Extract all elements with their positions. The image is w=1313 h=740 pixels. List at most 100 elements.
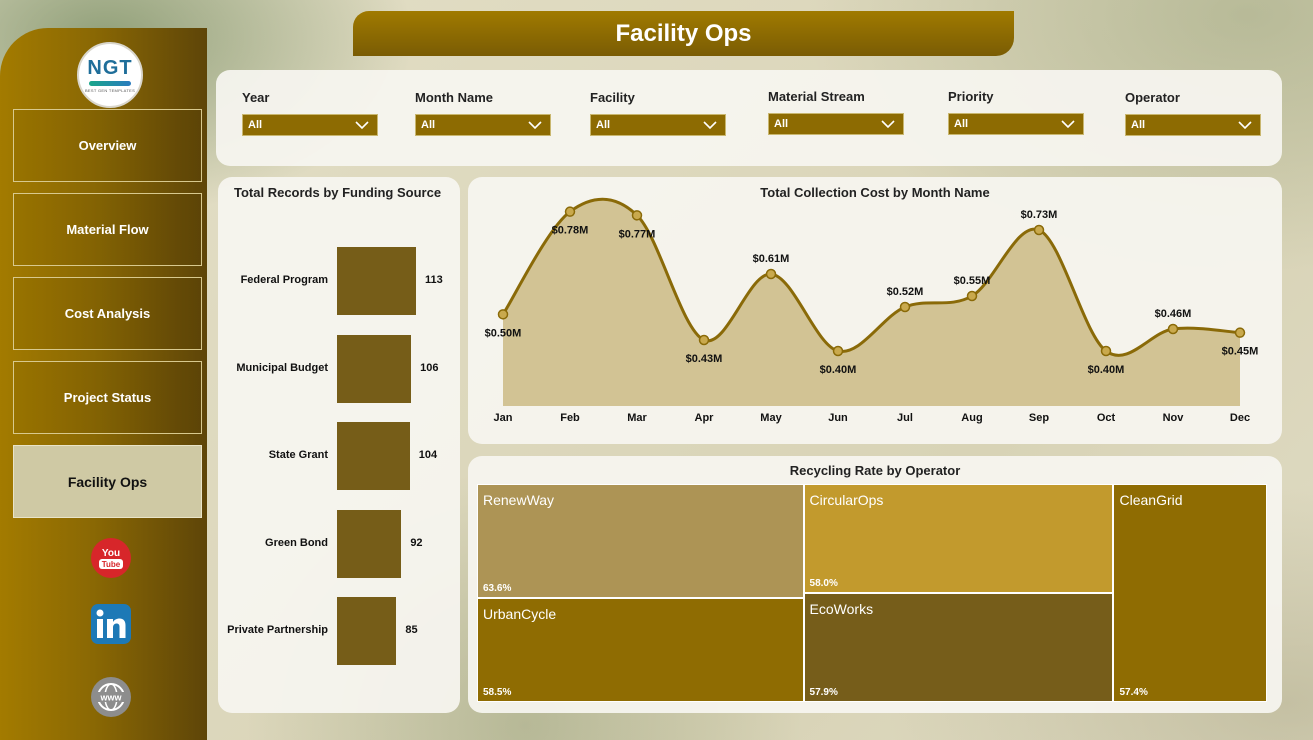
operator-filter: Operator All [1125,90,1261,136]
data-label: $0.40M [1088,364,1125,376]
x-tick-label: Feb [560,412,580,424]
data-point[interactable] [631,210,643,221]
nav-material-flow-button[interactable]: Material Flow [13,193,202,266]
chevron-down-icon [1061,119,1075,128]
dropdown-value: All [774,118,789,130]
nav-label: Facility Ops [67,473,148,490]
facility-dropdown[interactable]: All [590,114,726,136]
bar-category-label: State Grant [268,449,328,461]
logo: NGT BEST GEN TEMPLATES [77,42,143,108]
material-stream-dropdown[interactable]: All [768,113,904,135]
x-tick-label: Jan [494,412,513,424]
filters-panel: Year All Month Name All Facility All Mat… [216,70,1282,166]
chevron-down-icon [1238,120,1252,129]
bar[interactable] [337,422,410,490]
data-point[interactable] [1234,327,1246,338]
chart-title: Recycling Rate by Operator [789,463,961,478]
data-label: $0.45M [1222,346,1259,358]
year-dropdown[interactable]: All [242,114,378,136]
bar-value-label: 92 [410,536,423,549]
data-point[interactable] [497,309,509,320]
data-point[interactable] [564,206,576,217]
nav-cost-analysis-button[interactable]: Cost Analysis [13,277,202,350]
x-tick-label: Nov [1163,412,1185,424]
nav-label: Material Flow [66,222,149,237]
nav-project-status-button[interactable]: Project Status [13,361,202,434]
data-label: $0.77M [619,228,656,240]
data-label: $0.73M [1021,209,1058,221]
x-tick-label: Mar [627,412,647,424]
bar[interactable] [337,247,416,315]
tile-name: EcoWorks [809,601,874,618]
dropdown-value: All [421,119,436,131]
nav-overview-button[interactable]: Overview [13,109,202,182]
youtube-text-top: You [102,548,120,559]
tile-value: 57.9% [809,686,838,698]
chevron-down-icon [528,120,542,129]
x-tick-label: Jun [828,412,848,424]
treemap-tile[interactable]: CircularOps 58.0% [803,484,1114,594]
collection-cost-plot: $0.50M Jan $0.78M Feb $0.77M Mar $0.43M Apr $0.6… [485,197,1259,424]
bar-value-label: 106 [420,361,439,374]
month-filter: Month Name All [415,90,551,136]
tile-value: 57.4% [1119,687,1148,698]
operator-dropdown[interactable]: All [1125,114,1261,136]
filter-label: Month Name [415,90,493,105]
dropdown-value: All [954,118,969,130]
chart-title: Total Collection Cost by Month Name [760,185,990,200]
treemap-tile[interactable]: EcoWorks 57.9% [803,593,1114,702]
data-point[interactable] [899,301,911,313]
chevron-down-icon [355,120,369,129]
dropdown-value: All [248,119,263,131]
website-icon[interactable]: www [90,676,132,718]
data-point[interactable] [966,290,978,302]
chevron-down-icon [881,119,895,128]
tile-name: CircularOps [809,492,884,508]
tile-value: 58.5% [483,686,512,698]
data-label: $0.43M [686,353,723,365]
bar[interactable] [337,597,397,665]
sidebar: NGT BEST GEN TEMPLATES Overview Material… [0,28,207,740]
dropdown-value: All [1131,119,1146,131]
facility-filter: Facility All [590,90,726,136]
youtube-icon[interactable]: You Tube [90,537,132,579]
collection-cost-chart: Total Collection Cost by Month Name $0.5… [468,177,1282,444]
treemap-tile[interactable]: CleanGrid 57.4% [1113,484,1267,702]
x-tick-label: Dec [1230,412,1250,424]
bar[interactable] [337,509,402,578]
tile-value: 58.0% [809,578,838,590]
x-tick-label: Aug [961,412,982,424]
month-dropdown[interactable]: All [415,114,551,136]
bar-value-label: 85 [405,624,418,636]
priority-filter: Priority All [948,89,1084,135]
bar-category-label: Private Partnership [227,624,328,636]
x-tick-label: Sep [1029,412,1049,424]
data-point[interactable] [765,268,777,280]
priority-dropdown[interactable]: All [948,113,1084,135]
data-point[interactable] [1033,224,1045,236]
data-label: $0.50M [485,327,522,339]
chevron-down-icon [703,120,717,129]
data-point[interactable] [832,345,844,357]
data-point[interactable] [1167,323,1179,335]
data-label: $0.40M [820,364,857,376]
linkedin-icon[interactable] [90,603,132,645]
tile-name: RenewWay [483,492,555,508]
page-title: Facility Ops [615,19,752,47]
data-point[interactable] [698,334,710,346]
tile-name: UrbanCycle [483,605,557,622]
page-title-bar: Facility Ops [353,11,1014,56]
nav-facility-ops-button[interactable]: Facility Ops [13,445,202,518]
funding-source-chart: Total Records by Funding Source Federal … [218,177,460,713]
year-filter: Year All [242,90,378,136]
bar-category-label: Green Bond [265,536,328,549]
treemap-tile[interactable]: RenewWay 63.6% [477,484,804,598]
nav-label: Cost Analysis [64,306,151,321]
data-point[interactable] [1100,345,1112,357]
treemap-tile[interactable]: UrbanCycle 58.5% [477,597,804,702]
data-label: $0.52M [887,286,924,298]
data-label: $0.46M [1155,308,1192,320]
bar[interactable] [337,334,412,403]
filter-label: Year [242,90,270,105]
x-tick-label: Apr [695,412,715,424]
